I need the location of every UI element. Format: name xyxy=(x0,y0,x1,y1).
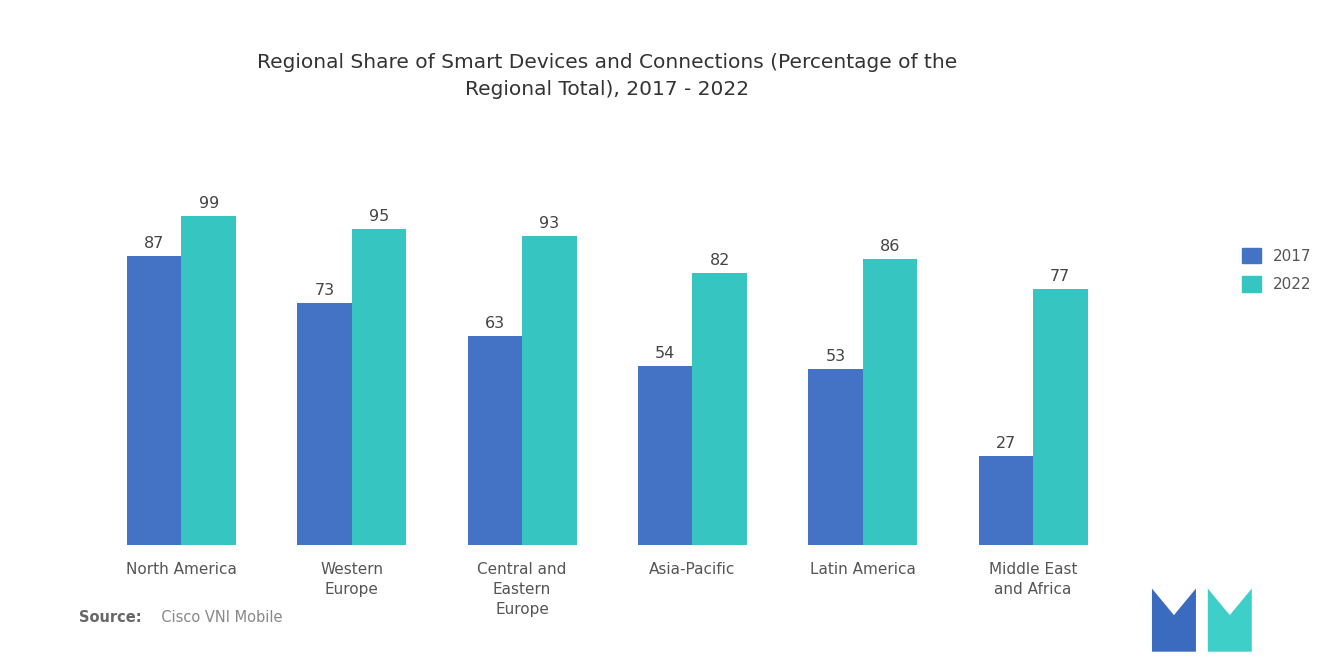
Text: 99: 99 xyxy=(198,196,219,211)
Bar xyxy=(863,259,917,545)
Text: 77: 77 xyxy=(1051,269,1071,284)
Text: 53: 53 xyxy=(825,349,846,364)
Text: 54: 54 xyxy=(655,346,676,360)
Text: 73: 73 xyxy=(314,283,334,297)
Legend: 2017, 2022: 2017, 2022 xyxy=(1237,241,1317,298)
Text: 82: 82 xyxy=(709,253,730,267)
Text: 63: 63 xyxy=(484,316,504,331)
Bar xyxy=(638,366,693,545)
Bar xyxy=(181,216,236,545)
Text: 86: 86 xyxy=(879,239,900,254)
Text: 95: 95 xyxy=(368,209,389,224)
Bar xyxy=(693,273,747,545)
Text: 93: 93 xyxy=(540,216,560,231)
Text: 27: 27 xyxy=(995,436,1016,451)
Bar xyxy=(521,236,577,545)
Bar xyxy=(1034,289,1088,545)
Text: Source:: Source: xyxy=(79,610,141,625)
Bar xyxy=(297,303,351,545)
Text: Cisco VNI Mobile: Cisco VNI Mobile xyxy=(152,610,282,625)
Text: Regional Share of Smart Devices and Connections (Percentage of the
Regional Tota: Regional Share of Smart Devices and Conn… xyxy=(257,53,957,98)
Bar xyxy=(127,256,181,545)
Bar xyxy=(978,456,1034,545)
Text: 87: 87 xyxy=(144,236,164,251)
Bar xyxy=(467,336,521,545)
Polygon shape xyxy=(1208,589,1251,652)
Bar xyxy=(808,369,863,545)
Bar xyxy=(351,229,407,545)
Polygon shape xyxy=(1152,589,1196,652)
